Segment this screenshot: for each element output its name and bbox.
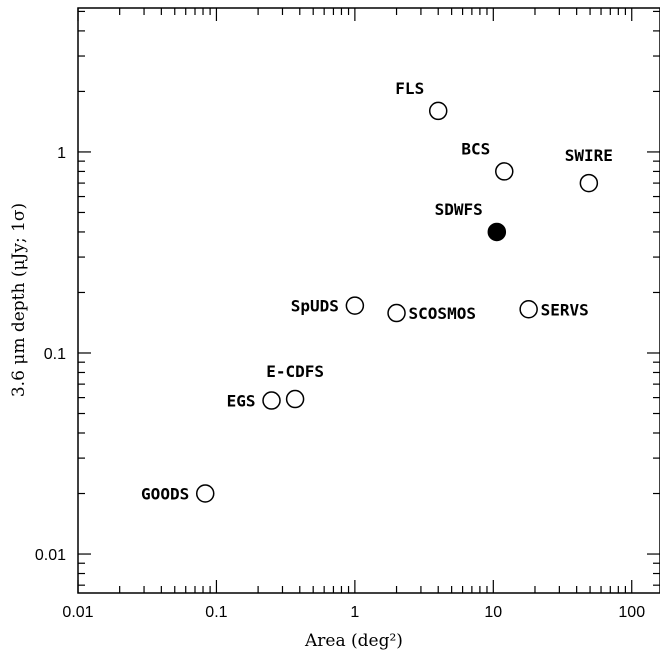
point-label-bcs: BCS [461, 139, 490, 158]
point-e-cdfs [285, 389, 305, 409]
data-points: FLS BCS SWIRE SDWFS SpUDS SCOSMOS SERVS E-CDFS E… [141, 79, 613, 504]
x-tick-label: 10 [484, 604, 502, 621]
point-label-fls: FLS [395, 79, 424, 98]
point-goods [195, 484, 215, 503]
point-fls [428, 101, 448, 121]
y-tick-label: 1 [57, 145, 66, 162]
point-sdwfs [487, 222, 507, 242]
ticks [77, 8, 660, 593]
point-label-e-cdfs: E-CDFS [266, 362, 324, 381]
y-tick-label: 0.01 [35, 547, 66, 564]
x-axis-label: Area (deg²) [304, 631, 403, 651]
point-label-spuds: SpUDS [291, 297, 339, 316]
point-swire [579, 173, 599, 193]
point-scosmos [387, 303, 406, 323]
point-label-servs: SERVS [541, 300, 589, 319]
point-label-swire: SWIRE [565, 146, 613, 165]
point-bcs [495, 162, 514, 181]
plot-frame [77, 7, 660, 594]
y-axis-label: 3.6 μm depth (μJy; 1σ) [9, 203, 29, 397]
point-label-goods: GOODS [141, 485, 189, 504]
x-tick-label: 0.1 [205, 604, 227, 621]
point-label-sdwfs: SDWFS [435, 200, 483, 219]
point-label-scosmos: SCOSMOS [409, 304, 476, 323]
y-tick-label: 0.1 [44, 346, 66, 363]
tick-labels: 0.01 0.1 1 10 100 0.01 0.1 1 [35, 145, 645, 621]
point-servs [519, 300, 538, 319]
x-tick-label: 0.01 [62, 604, 93, 621]
point-label-egs: EGS [227, 392, 256, 411]
x-tick-label: 100 [618, 604, 645, 621]
point-egs [262, 391, 281, 410]
x-tick-label: 1 [350, 604, 359, 621]
point-spuds [345, 296, 365, 315]
